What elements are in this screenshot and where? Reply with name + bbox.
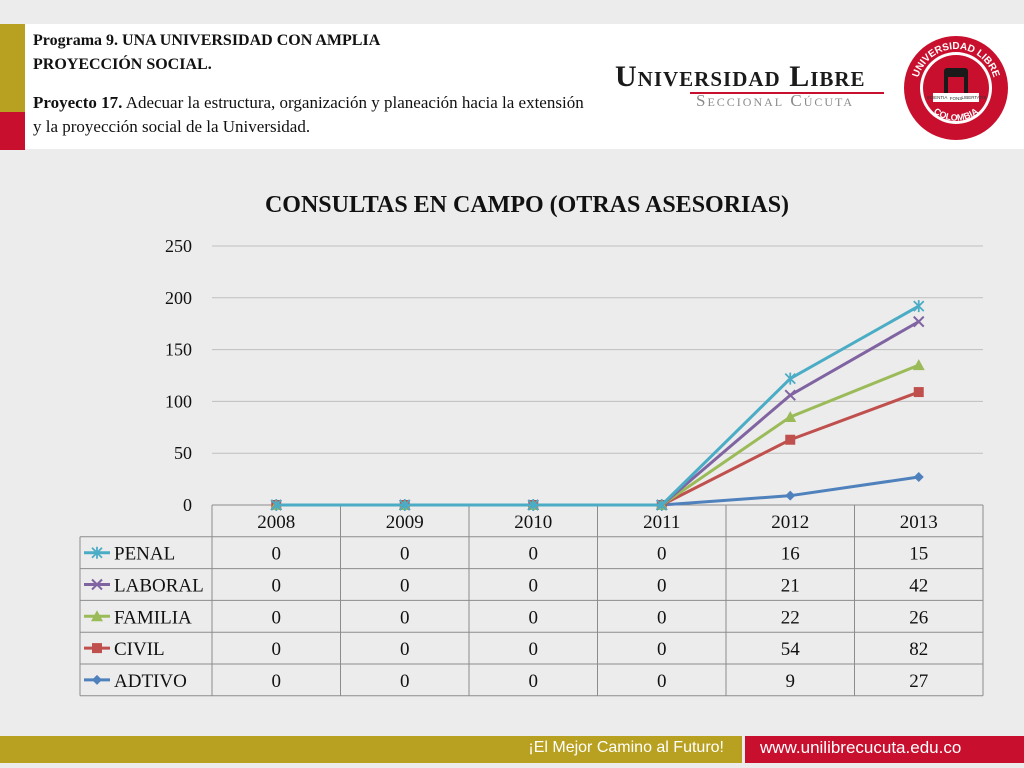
- footer-gold-bar: [0, 736, 742, 763]
- data-point: [784, 389, 796, 401]
- y-tick-label: 0: [183, 495, 192, 515]
- data-label: 0: [400, 639, 410, 660]
- data-label: 16: [781, 544, 800, 565]
- legend-key-marker: [92, 643, 102, 654]
- seal-center-text: FONS: [950, 96, 963, 101]
- accent-bar-red: [0, 112, 25, 150]
- footer-red-bar: [745, 736, 1024, 763]
- x-tick-label: 2011: [643, 512, 680, 533]
- data-label: 0: [400, 576, 410, 597]
- data-label: 0: [272, 576, 282, 597]
- proyecto-label: Proyecto 17.: [33, 93, 123, 112]
- data-point: [527, 499, 539, 511]
- data-point: [913, 300, 925, 313]
- data-point: [270, 499, 282, 511]
- data-point: [784, 372, 796, 385]
- x-tick-label: 2008: [257, 512, 295, 533]
- accent-bar-gold: [0, 24, 25, 112]
- seal-left-text: SCIENTIA: [927, 95, 948, 100]
- series-line: [276, 475, 919, 507]
- data-label: 0: [400, 544, 410, 565]
- y-tick-label: 150: [165, 340, 192, 360]
- chart-title: CONSULTAS EN CAMPO (OTRAS ASESORIAS): [264, 192, 790, 218]
- data-point: [399, 499, 411, 511]
- data-point: [656, 499, 668, 511]
- data-label: 82: [909, 639, 928, 660]
- data-point: [913, 387, 924, 398]
- title-divider: [690, 92, 884, 94]
- footer-slogan: ¡El Mejor Camino al Futuro!: [528, 739, 724, 756]
- data-label: 0: [400, 671, 410, 692]
- proyecto-description: Adecuar la estructura, organización y pl…: [33, 93, 584, 136]
- data-label: 0: [657, 576, 667, 597]
- data-label: 0: [272, 544, 282, 565]
- data-point: [913, 315, 925, 328]
- data-label: 0: [657, 639, 667, 660]
- data-label: 21: [781, 576, 800, 597]
- data-label: 26: [909, 607, 928, 628]
- x-tick-label: 2009: [386, 512, 424, 533]
- data-label: 0: [529, 671, 539, 692]
- data-point: [785, 434, 796, 445]
- data-label: 0: [657, 671, 667, 692]
- x-tick-label: 2013: [900, 512, 938, 533]
- y-tick-label: 200: [165, 288, 192, 308]
- y-tick-label: 250: [165, 236, 192, 256]
- legend-label: LABORAL: [114, 576, 204, 597]
- data-label: 15: [909, 544, 928, 565]
- legend-key-marker: [91, 610, 103, 622]
- data-label: 54: [781, 639, 801, 660]
- series-line: [276, 363, 920, 507]
- data-label: 42: [909, 576, 928, 597]
- data-point: [912, 359, 925, 371]
- university-name: Universidad Libre: [615, 60, 866, 93]
- data-label: 0: [272, 639, 282, 660]
- programa-heading: Programa 9. UNA UNIVERSIDAD CON AMPLIA P…: [33, 32, 380, 73]
- header-band: [0, 24, 1024, 149]
- data-label: 0: [400, 607, 410, 628]
- data-point: [784, 410, 797, 422]
- series-line: [276, 304, 920, 507]
- x-tick-label: 2012: [771, 512, 809, 533]
- seal-right-text: LIBERTATIS: [961, 95, 986, 100]
- seccional-name: Seccional Cúcuta: [696, 91, 855, 110]
- y-tick-label: 100: [165, 391, 192, 411]
- data-label: 0: [529, 607, 539, 628]
- y-tick-label: 50: [174, 443, 192, 463]
- data-label: 22: [781, 607, 800, 628]
- footer-url[interactable]: www.unilibrecucuta.edu.co: [760, 738, 962, 757]
- data-point: [785, 490, 796, 501]
- data-label: 9: [786, 671, 796, 692]
- legend-key-marker: [91, 578, 103, 591]
- proyecto-text: Proyecto 17. Adecuar la estructura, orga…: [33, 91, 593, 139]
- university-seal-logo: UNIVERSIDAD LIBRE COLOMBIA SCIENTIA FONS…: [904, 36, 1008, 140]
- data-label: 0: [529, 576, 539, 597]
- legend-key-marker: [91, 546, 103, 559]
- x-tick-label: 2010: [514, 512, 552, 533]
- data-label: 0: [272, 671, 282, 692]
- data-label: 0: [529, 639, 539, 660]
- legend-label: ADTIVO: [114, 671, 187, 692]
- data-label: 0: [657, 544, 667, 565]
- legend-label: CIVIL: [114, 639, 165, 660]
- legend-label: PENAL: [114, 544, 175, 565]
- data-label: 0: [657, 607, 667, 628]
- series-line: [276, 390, 920, 507]
- legend-key-marker: [92, 674, 102, 685]
- data-label: 27: [909, 671, 928, 692]
- data-point: [913, 472, 924, 483]
- legend-label: FAMILIA: [114, 607, 192, 628]
- data-label: 0: [272, 607, 282, 628]
- data-label: 0: [529, 544, 539, 565]
